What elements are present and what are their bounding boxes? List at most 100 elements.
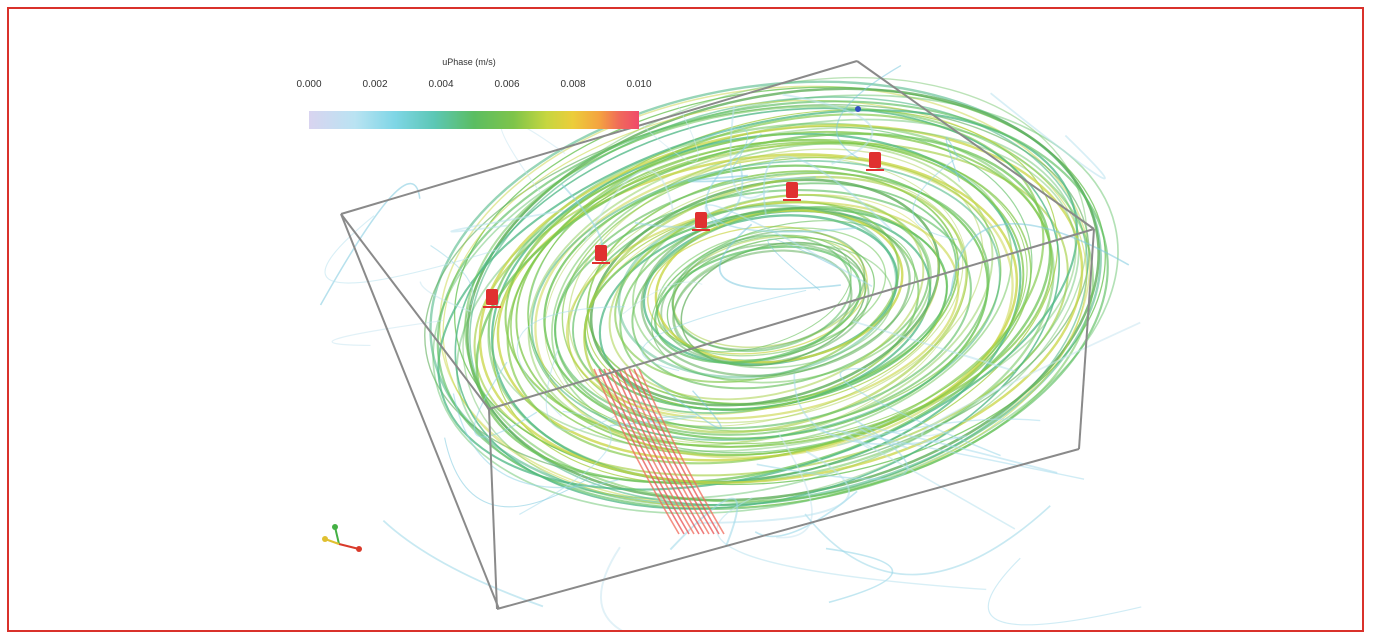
x-axis	[338, 543, 360, 550]
box-edge	[488, 408, 498, 610]
inlet-marker	[692, 212, 710, 231]
outer-streamline	[816, 427, 1085, 480]
outer-streamline	[319, 182, 421, 306]
streamline-visualization	[319, 60, 1142, 630]
inlet-body	[595, 245, 607, 261]
jet-streamline	[618, 368, 705, 535]
outer-streamline	[519, 410, 612, 515]
jet-streamline	[613, 368, 700, 535]
outer-streamline	[912, 155, 959, 241]
outer-streamline	[945, 137, 961, 182]
vortex-streamline	[672, 249, 853, 364]
streamlines	[319, 65, 1142, 630]
vortex-streamline	[534, 154, 1014, 459]
inlet-body	[786, 182, 798, 198]
vortex-streamline	[565, 200, 960, 420]
jet-streamline	[598, 368, 685, 535]
outer-streamline	[729, 105, 770, 199]
inlet-body	[486, 289, 498, 305]
x-axis-tip	[356, 546, 362, 552]
box-edge	[496, 448, 1080, 610]
outer-streamline	[697, 450, 850, 524]
domain-box	[340, 60, 1095, 610]
outer-streamline	[331, 319, 443, 347]
outer-streamline	[837, 418, 1041, 447]
outer-streamline	[430, 245, 474, 306]
colorbar-gradient	[309, 111, 639, 129]
outer-streamline	[600, 546, 623, 630]
outer-streamline	[634, 163, 744, 228]
colorbar-tick-label: 0.002	[362, 79, 388, 90]
colorbar-title: uPhase (m/s)	[442, 57, 496, 67]
inlet-marker	[592, 245, 610, 264]
outlet-marker	[855, 106, 861, 112]
outer-streamline	[950, 223, 1130, 296]
vortex-streamline	[583, 194, 940, 416]
outer-streamline	[651, 378, 722, 429]
outer-streamline	[804, 505, 1051, 576]
outer-streamline	[990, 92, 1106, 180]
jet-streamline	[593, 368, 680, 535]
vortex-streamline	[478, 124, 1084, 484]
outer-streamline	[762, 155, 893, 231]
inlet-body	[869, 152, 881, 168]
outer-streamline	[776, 433, 813, 539]
colorbar-tick-label: 0.006	[494, 79, 520, 90]
outer-streamline	[716, 497, 987, 591]
box-edge	[340, 213, 490, 410]
outer-streamline	[450, 209, 564, 233]
vortex-streamline	[640, 206, 911, 377]
outer-streamline	[583, 169, 675, 243]
vortex-streamline	[647, 225, 868, 355]
outer-streamline	[793, 373, 968, 446]
outer-streamline	[452, 393, 620, 489]
outer-streamline	[839, 367, 1001, 457]
box-edge	[488, 228, 1095, 410]
vortex-streamline	[504, 130, 1053, 448]
outer-streamline	[419, 281, 471, 312]
vortex-streamline	[454, 107, 1060, 510]
outer-streamline	[609, 415, 697, 427]
jet-streamline	[638, 368, 725, 535]
inlet-marker	[783, 182, 801, 201]
colorbar-ticks: 0.000 0.002 0.004 0.006 0.008 0.010	[287, 79, 657, 93]
vortex-streamline	[554, 189, 972, 430]
outer-streamline	[622, 281, 703, 315]
outer-streamline	[700, 127, 749, 172]
outer-streamline	[858, 425, 1058, 474]
box-edge	[1078, 228, 1095, 450]
inlet-markers	[483, 106, 884, 308]
outer-streamline	[825, 547, 894, 604]
vortex-streamline	[654, 245, 862, 364]
box-edge	[340, 213, 500, 610]
outer-streamline	[852, 320, 1016, 372]
outer-streamline	[641, 105, 699, 163]
box-edge	[340, 60, 858, 215]
box-edge	[856, 60, 1095, 230]
figure-frame: uPhase (m/s) 0.000 0.002 0.004 0.006 0.0…	[7, 7, 1364, 632]
vortex-streamline	[437, 109, 1079, 491]
outer-streamline	[767, 238, 839, 291]
outer-streamline	[719, 223, 841, 290]
z-axis-tip	[322, 536, 328, 542]
vortex-streamline	[491, 132, 1022, 484]
axes-triad	[322, 524, 362, 552]
outer-streamline	[921, 321, 1141, 437]
colorbar-tick-label: 0.008	[560, 79, 586, 90]
outer-streamline	[836, 65, 902, 159]
vortex-streamline	[608, 193, 925, 401]
jet-streamline	[603, 368, 690, 535]
jet-streamline	[633, 368, 720, 535]
colorbar-tick-label: 0.010	[626, 79, 652, 90]
inlet-marker	[483, 289, 501, 308]
outer-streamline	[704, 204, 873, 288]
y-axis-tip	[332, 524, 338, 530]
vortex-streamline	[530, 159, 1001, 441]
inlet-marker	[866, 152, 884, 171]
jet-streamline	[628, 368, 715, 535]
inlet-body	[695, 212, 707, 228]
outer-streamline	[987, 557, 1142, 626]
vortex-streamline	[631, 206, 930, 390]
outer-streamline	[641, 289, 807, 372]
vortex-streamline	[506, 113, 1045, 465]
